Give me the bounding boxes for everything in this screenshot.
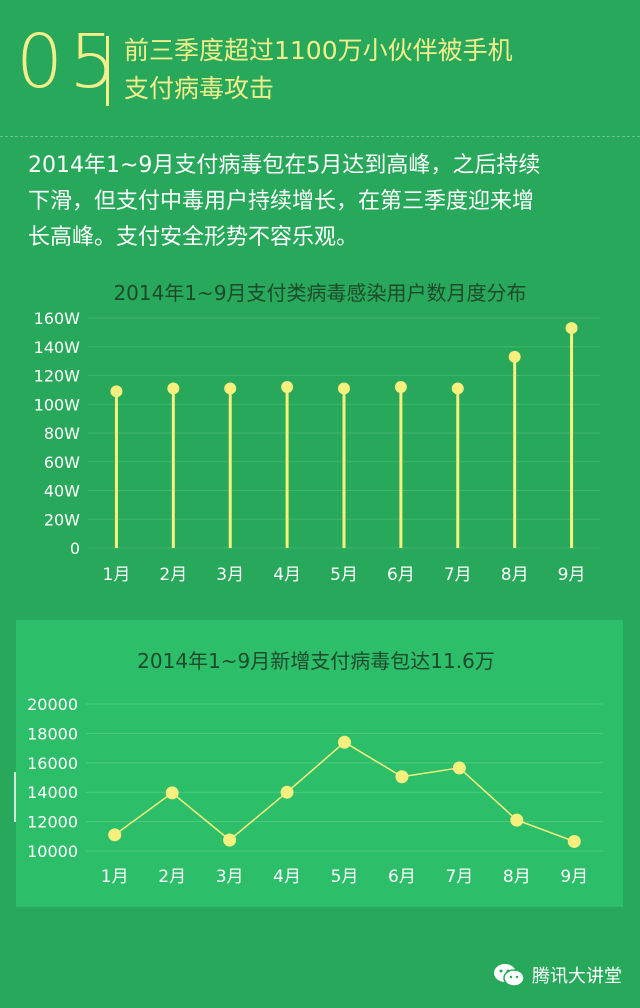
y-tick-label: 100W — [34, 395, 81, 414]
bar-cap — [281, 381, 294, 393]
x-tick-label: 7月 — [444, 565, 472, 585]
chart-title: 2014年1~9月支付类病毒感染用户数月度分布 — [113, 281, 526, 305]
y-tick-label: 20000 — [27, 695, 78, 714]
data-point — [338, 735, 351, 749]
section-number: 05 — [16, 19, 123, 105]
y-tick-label: 60W — [44, 453, 80, 472]
data-point — [223, 833, 237, 847]
y-tick-label: 16000 — [27, 754, 78, 773]
data-point — [395, 770, 409, 784]
section-title-line2: 支付病毒攻击 — [124, 74, 275, 103]
header: 05 前三季度超过1100万小伙伴被手机 支付病毒攻击 — [0, 0, 640, 140]
new-payment-virus-chart: 2014年1~9月新增支付病毒包达11.6万 10000 12000 14000 160… — [27, 649, 603, 887]
x-tick-label: 9月 — [560, 867, 588, 887]
y-tick-label: 14000 — [27, 783, 78, 802]
monthly-infected-users-chart: 2014年1~9月支付类病毒感染用户数月度分布 0 20W 40W 60W 80W 100W… — [34, 281, 600, 585]
y-tick-label: 160W — [34, 309, 81, 328]
y-tick-label: 20W — [44, 510, 80, 529]
bar-cap — [394, 381, 407, 393]
bar-cap — [508, 350, 521, 363]
y-tick-label: 10000 — [27, 842, 78, 861]
data-point — [280, 785, 294, 799]
footer-brand: 腾讯大讲堂 — [492, 960, 622, 990]
bar-cap — [167, 382, 180, 395]
x-tick-label: 5月 — [331, 867, 359, 887]
title-divider-bar — [106, 36, 109, 106]
data-point — [165, 786, 179, 800]
bar-cap — [224, 382, 237, 395]
wechat-icon — [494, 964, 525, 987]
description: 2014年1~9月支付病毒包在5月达到高峰，之后持续 下滑，但支付中毒用户持续增… — [28, 148, 618, 256]
left-edge-mark — [14, 772, 16, 822]
x-tick-label: 1月 — [101, 867, 129, 887]
x-tick-label: 5月 — [330, 565, 358, 585]
y-tick-label: 80W — [44, 424, 80, 443]
x-tick-label: 2月 — [159, 565, 187, 585]
x-tick-label: 3月 — [216, 565, 244, 585]
y-tick-label: 140W — [34, 338, 81, 357]
y-tick-label: 12000 — [27, 813, 78, 832]
x-tick-label: 9月 — [558, 565, 586, 585]
data-point — [510, 813, 524, 827]
description-line1: 2014年1~9月支付病毒包在5月达到高峰，之后持续 — [28, 153, 541, 178]
section-title-line1: 前三季度超过1100万小伙伴被手机 — [124, 36, 513, 65]
x-tick-label: 2月 — [158, 867, 186, 887]
x-tick-label: 7月 — [445, 867, 473, 887]
description-line3: 长高峰。支付安全形势不容乐观。 — [28, 225, 359, 250]
chart-title: 2014年1~9月新增支付病毒包达11.6万 — [137, 649, 495, 673]
data-point — [452, 761, 466, 775]
description-line2: 下滑，但支付中毒用户持续增长，在第三季度迎来增 — [28, 189, 535, 214]
x-tick-label: 6月 — [387, 565, 415, 585]
bar-cap — [110, 385, 123, 398]
bar-cap — [338, 382, 350, 395]
y-tick-label: 40W — [44, 482, 80, 501]
data-point — [567, 834, 581, 848]
x-tick-label: 8月 — [501, 565, 529, 585]
brand-name: 腾讯大讲堂 — [532, 966, 622, 987]
x-tick-label: 6月 — [388, 867, 416, 887]
x-tick-label: 3月 — [216, 867, 244, 887]
bar-cap — [565, 322, 578, 335]
y-tick-label: 120W — [34, 367, 81, 386]
bar-cap — [451, 382, 464, 395]
data-point — [108, 828, 122, 842]
x-tick-label: 8月 — [503, 867, 531, 887]
x-tick-label: 1月 — [103, 565, 131, 585]
section-title: 前三季度超过1100万小伙伴被手机 支付病毒攻击 — [124, 32, 624, 108]
header-divider — [0, 136, 640, 138]
x-tick-label: 4月 — [273, 867, 301, 887]
x-tick-label: 4月 — [273, 565, 301, 585]
y-tick-label: 18000 — [27, 724, 78, 743]
y-tick-label: 0 — [70, 539, 80, 558]
